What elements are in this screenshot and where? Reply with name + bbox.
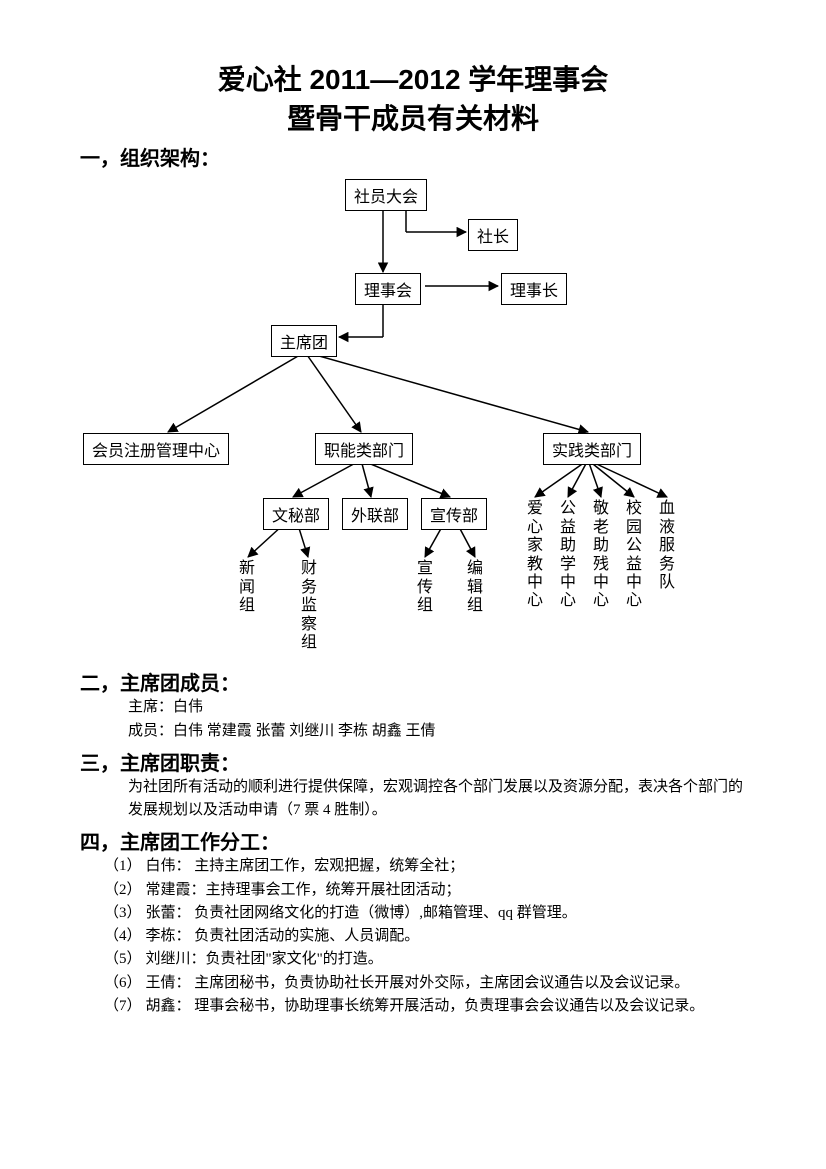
page-title: 爱心社 2011—2012 学年理事会 暨骨干成员有关材料: [80, 60, 746, 138]
duties-text: 为社团所有活动的顺利进行提供保障，宏观调控各个部门发展以及资源分配，表决各个部门…: [80, 776, 746, 823]
node-presidium: 主席团: [271, 325, 337, 357]
node-func-dept: 职能类部门: [315, 433, 413, 465]
org-chart: 社员大会 社长 理事会 理事长 主席团 会员注册管理中心 职能类部门 实践类部门…: [83, 177, 743, 677]
work-text: 张蕾： 负责社团网络文化的打造（微博）,邮箱管理、qq 群管理。: [146, 902, 746, 925]
node-assembly: 社员大会: [345, 179, 427, 211]
title-line-2: 暨骨干成员有关材料: [80, 99, 746, 138]
node-practice-5: 血 液 服 务 队: [658, 500, 676, 592]
node-secretariat: 文秘部: [263, 498, 329, 530]
node-reg-center: 会员注册管理中心: [83, 433, 229, 465]
section-3-heading: 三，主席团职责：: [80, 747, 746, 776]
work-text: 胡鑫： 理事会秘书，协助理事长统筹开展活动，负责理事会会议通告以及会议记录。: [146, 995, 746, 1018]
members-line: 成员：白伟 常建霞 张蕾 刘继川 李栋 胡鑫 王倩: [80, 720, 746, 743]
work-num: （7）: [104, 995, 146, 1018]
node-president: 社长: [468, 219, 518, 251]
work-num: （4）: [104, 925, 146, 948]
work-text: 王倩： 主席团秘书，负责协助社长开展对外交际，主席团会议通告以及会议记录。: [146, 972, 746, 995]
section-1-heading: 一，组织架构：: [80, 142, 746, 171]
node-practice-2: 公 益 助 学 中 心: [559, 500, 577, 610]
work-text: 白伟： 主持主席团工作，宏观把握，统筹全社；: [146, 855, 746, 878]
work-text: 常建霞：主持理事会工作，统筹开展社团活动；: [146, 879, 746, 902]
node-publicity: 宣传部: [421, 498, 487, 530]
work-item: （6）王倩： 主席团秘书，负责协助社长开展对外交际，主席团会议通告以及会议记录。: [104, 972, 746, 995]
chair-line: 主席：白伟: [80, 696, 746, 719]
work-num: （5）: [104, 948, 146, 971]
work-item: （5）刘继川：负责社团"家文化"的打造。: [104, 948, 746, 971]
work-num: （3）: [104, 902, 146, 925]
node-edit-group: 编 辑 组: [466, 560, 484, 615]
work-item: （3）张蕾： 负责社团网络文化的打造（微博）,邮箱管理、qq 群管理。: [104, 902, 746, 925]
work-item: （1）白伟： 主持主席团工作，宏观把握，统筹全社；: [104, 855, 746, 878]
node-liaison: 外联部: [342, 498, 408, 530]
title-line-1: 爱心社 2011—2012 学年理事会: [80, 60, 746, 99]
work-item: （7）胡鑫： 理事会秘书，协助理事长统筹开展活动，负责理事会会议通告以及会议记录…: [104, 995, 746, 1018]
node-council: 理事会: [355, 273, 421, 305]
work-text: 刘继川：负责社团"家文化"的打造。: [146, 948, 746, 971]
node-practice-3: 敬 老 助 残 中 心: [592, 500, 610, 610]
section-4-heading: 四，主席团工作分工：: [80, 826, 746, 855]
work-list: （1）白伟： 主持主席团工作，宏观把握，统筹全社； （2）常建霞：主持理事会工作…: [80, 855, 746, 1018]
node-finance-group: 财 务 监 察 组: [300, 560, 318, 652]
work-item: （4）李栋： 负责社团活动的实施、人员调配。: [104, 925, 746, 948]
node-practice-4: 校 园 公 益 中 心: [625, 500, 643, 610]
work-num: （1）: [104, 855, 146, 878]
node-council-head: 理事长: [501, 273, 567, 305]
node-practice-dept: 实践类部门: [543, 433, 641, 465]
work-text: 李栋： 负责社团活动的实施、人员调配。: [146, 925, 746, 948]
node-pub-group: 宣 传 组: [416, 560, 434, 615]
work-num: （2）: [104, 879, 146, 902]
node-practice-1: 爱 心 家 教 中 心: [526, 500, 544, 610]
node-news-group: 新 闻 组: [238, 560, 256, 615]
work-num: （6）: [104, 972, 146, 995]
work-item: （2）常建霞：主持理事会工作，统筹开展社团活动；: [104, 879, 746, 902]
